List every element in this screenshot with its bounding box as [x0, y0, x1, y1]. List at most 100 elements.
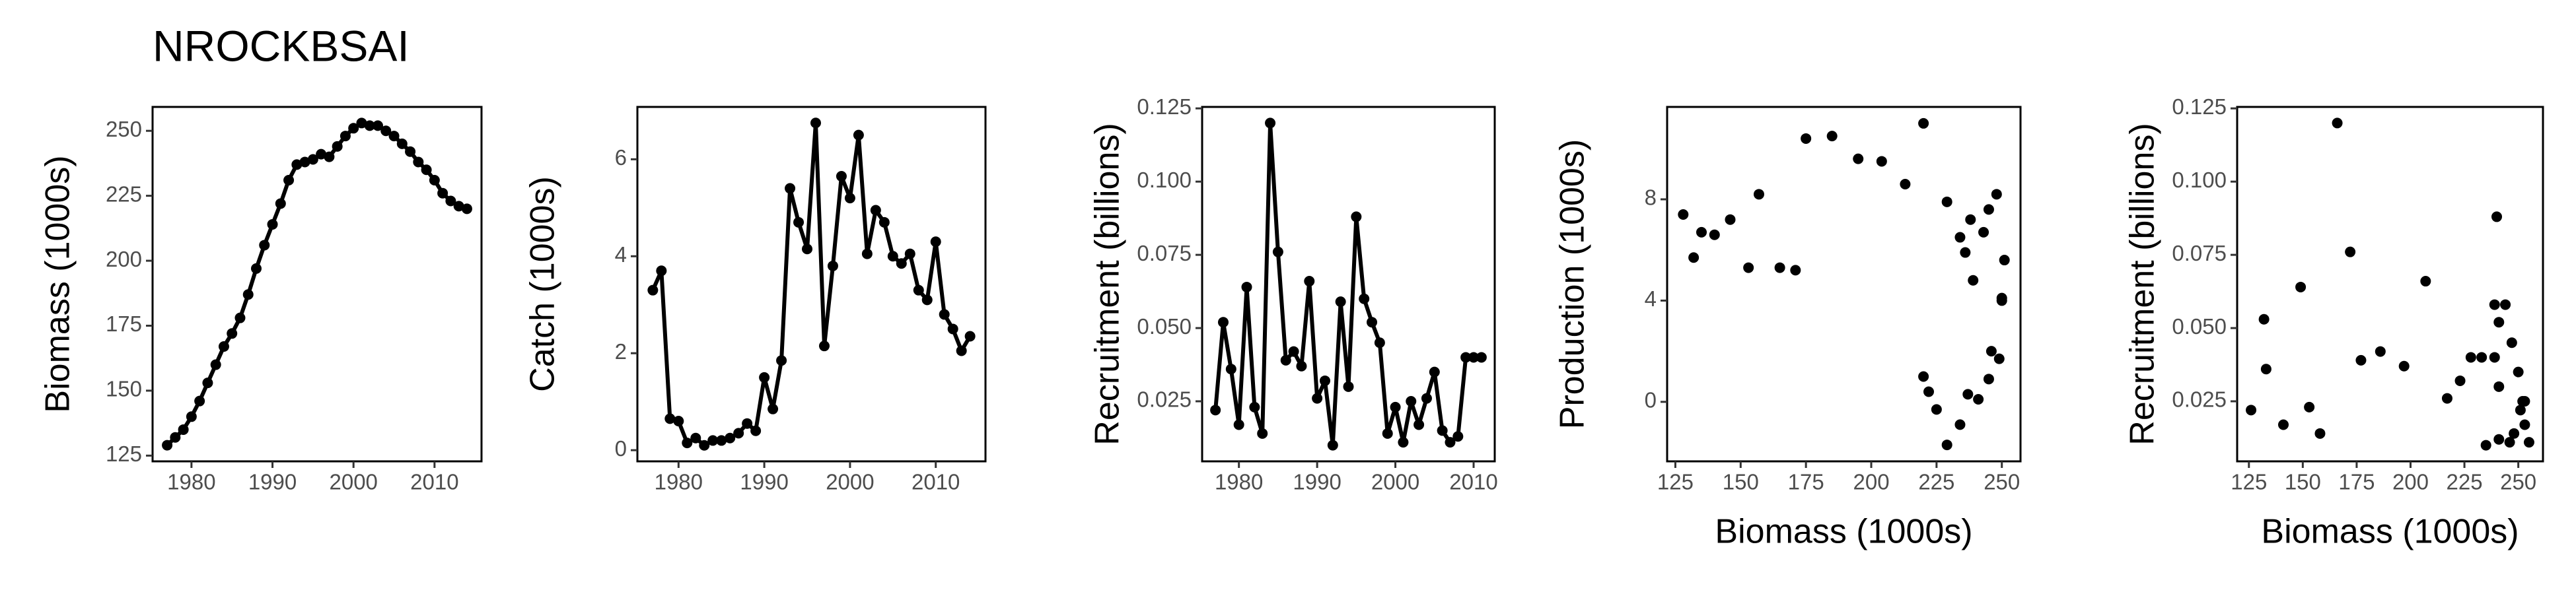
- x-tick-label: 125: [1657, 470, 1694, 494]
- data-point: [690, 432, 701, 444]
- data-point: [2493, 434, 2505, 445]
- y-tick-label: 0.075: [2172, 241, 2227, 265]
- data-point: [1210, 405, 1221, 416]
- y-tick-label: 6: [615, 145, 627, 170]
- data-point: [896, 258, 907, 269]
- data-point: [283, 175, 295, 186]
- y-tick-label: 4: [1645, 286, 1657, 311]
- data-point: [388, 131, 400, 142]
- y-tick-label: 125: [106, 442, 142, 466]
- data-point: [372, 120, 383, 131]
- data-point: [647, 284, 659, 296]
- data-point: [405, 146, 416, 157]
- data-point: [1923, 386, 1935, 397]
- y-tick-label: 200: [106, 247, 142, 271]
- data-point: [1468, 352, 1480, 363]
- x-tick-label: 1990: [248, 470, 297, 494]
- data-point: [836, 171, 847, 182]
- data-point: [939, 309, 950, 320]
- y-tick-label: 0.075: [1137, 241, 1192, 265]
- data-point: [1993, 353, 2005, 364]
- data-point: [1941, 196, 1952, 207]
- data-point: [2420, 276, 2431, 287]
- data-point: [2246, 405, 2257, 416]
- data-point: [2260, 364, 2272, 375]
- data-point: [2465, 352, 2476, 363]
- y-tick-label: 0: [615, 436, 627, 461]
- data-point: [1801, 133, 1812, 144]
- data-point: [2454, 375, 2466, 386]
- data-point: [1421, 393, 1432, 404]
- data-point: [2489, 299, 2500, 310]
- data-point: [2519, 419, 2530, 430]
- data-point: [429, 175, 440, 186]
- data-point: [186, 411, 197, 422]
- data-point: [2506, 337, 2517, 348]
- data-point: [1941, 440, 1952, 451]
- y-axis-label: Biomass (1000s): [39, 155, 77, 412]
- data-point: [964, 331, 976, 342]
- data-point: [2491, 211, 2503, 222]
- data-point: [332, 141, 343, 152]
- data-point: [1725, 214, 1736, 225]
- data-point: [1257, 428, 1268, 439]
- panel: 0.025 0.050 0.075 0.100 0.125 1980 1990 2000 201…: [1089, 94, 1498, 494]
- data-point: [242, 289, 254, 300]
- data-point: [1437, 425, 1448, 436]
- data-point: [2504, 437, 2515, 448]
- y-tick-label: 0.100: [2172, 168, 2227, 192]
- data-point: [170, 432, 181, 443]
- data-point: [707, 435, 719, 446]
- data-point: [267, 218, 278, 230]
- data-point: [1367, 317, 1378, 328]
- data-point: [1996, 295, 2007, 306]
- data-point: [445, 195, 456, 207]
- data-point: [234, 312, 246, 323]
- data-point: [878, 216, 890, 228]
- x-tick-label: 1980: [167, 470, 215, 494]
- x-tick-label: 175: [1788, 470, 1824, 494]
- data-point: [2493, 317, 2505, 328]
- data-point: [1288, 346, 1299, 357]
- data-point: [1296, 360, 1307, 372]
- data-point: [1962, 389, 1974, 400]
- data-point: [2476, 352, 2487, 363]
- data-point: [656, 265, 667, 277]
- data-point: [1304, 276, 1315, 287]
- y-tick-label: 175: [106, 312, 142, 336]
- data-point: [1688, 252, 1699, 263]
- data-point: [1445, 437, 1456, 448]
- y-tick-label: 0.125: [2172, 94, 2227, 119]
- data-point: [1774, 262, 1785, 273]
- data-point: [750, 425, 762, 436]
- data-point: [1986, 346, 1997, 357]
- x-tick-label: 2010: [410, 470, 458, 494]
- data-point: [1476, 352, 1487, 363]
- x-tick-label: 1980: [1215, 470, 1263, 494]
- data-point: [664, 413, 676, 424]
- data-point: [1374, 337, 1385, 348]
- y-tick-label: 150: [106, 377, 142, 401]
- data-point: [2375, 346, 2386, 357]
- data-point: [1968, 275, 1979, 286]
- data-point: [1753, 189, 1764, 200]
- panel: 0 2 4 6 1980 1990 2000 2010 Catch (1000s): [524, 106, 987, 494]
- data-point: [178, 424, 189, 435]
- data-point: [2295, 281, 2307, 292]
- data-point: [1382, 428, 1393, 439]
- y-tick-label: 0: [1645, 388, 1657, 412]
- data-point: [202, 378, 213, 389]
- data-point: [1327, 440, 1338, 451]
- data-point: [1265, 117, 1276, 129]
- data-point: [461, 203, 472, 214]
- data-point: [1233, 419, 1244, 430]
- data-point: [348, 123, 359, 134]
- y-tick-label: 0.125: [1137, 94, 1192, 119]
- panel: 0.025 0.050 0.075 0.100 0.125 125 150 175 200 225…: [2124, 94, 2544, 551]
- panel: NROCKBSAI 125 150 175 200 225 250 1980 1990 2000 2…: [39, 21, 483, 494]
- data-point: [2523, 437, 2534, 448]
- data-point: [1272, 246, 1283, 257]
- data-point: [810, 117, 821, 129]
- data-point: [2277, 419, 2289, 430]
- data-point: [380, 125, 392, 137]
